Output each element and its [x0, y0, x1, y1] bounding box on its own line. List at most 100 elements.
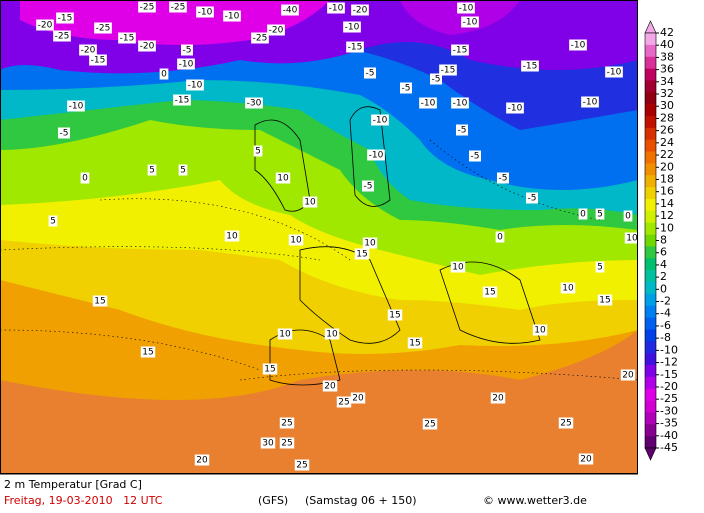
contour-label-text: 30 — [262, 439, 274, 449]
contour-label-box — [53, 30, 71, 42]
legend-label: -10 — [660, 343, 678, 356]
legend-swatch — [645, 151, 656, 164]
contour-label-text: -20 — [140, 42, 155, 52]
legend-label: 24 — [660, 136, 674, 149]
legend-label: 12 — [660, 209, 674, 222]
legend-label: 18 — [660, 172, 674, 185]
contour-label-box — [422, 418, 438, 430]
contour-label-box — [196, 6, 214, 18]
contour-label: 25 — [279, 417, 295, 429]
contour-label-box — [605, 66, 623, 78]
contour-label-box — [497, 172, 509, 184]
contour-label-box — [223, 10, 241, 22]
legend-label: 8 — [660, 234, 667, 247]
contour-label-box — [177, 58, 195, 70]
contour-label-text: 15 — [94, 297, 105, 307]
contour-label-text: -15 — [348, 43, 363, 53]
contour-label-text: -5 — [528, 194, 537, 204]
legend-label: -2 — [660, 295, 671, 308]
contour-label: 5 — [253, 145, 263, 157]
contour-label-box — [362, 180, 374, 192]
legend-label: 28 — [660, 111, 674, 124]
contour-label-text: -5 — [183, 46, 192, 56]
contour-label-box — [560, 282, 576, 294]
contour-label: -25 — [138, 1, 156, 13]
legend-swatch — [645, 44, 656, 58]
legend-swatch — [645, 175, 656, 188]
contour-label-text: 15 — [599, 296, 610, 306]
contour-label: 5 — [595, 261, 605, 273]
legend-label: 34 — [660, 75, 674, 88]
contour-label-text: 25 — [560, 419, 571, 429]
contour-label: -10 — [367, 149, 385, 161]
contour-label-text: -5 — [458, 126, 467, 136]
contour-label-box — [140, 346, 156, 358]
contour-label: 20 — [578, 453, 594, 465]
contour-label: 15 — [92, 295, 108, 307]
contour-label-box — [451, 44, 469, 56]
credit-label: © www.wetter3.de — [483, 494, 587, 507]
legend-label: -45 — [660, 441, 678, 454]
contour-label-box — [407, 337, 423, 349]
contour-label-box — [94, 22, 112, 34]
contour-label-text: -40 — [283, 6, 298, 16]
contour-label: 0 — [159, 68, 169, 80]
contour-label: -10 — [461, 16, 479, 28]
contour-label-text: -20 — [38, 21, 53, 31]
contour-label-text: -10 — [373, 116, 388, 126]
contour-label-box — [595, 208, 605, 220]
contour-label: 25 — [279, 437, 295, 449]
contour-label: 10 — [277, 328, 293, 340]
contour-label-text: -10 — [583, 98, 598, 108]
run-label: (Samstag 06 + 150) — [305, 494, 417, 507]
contour-label-text: -10 — [463, 18, 478, 28]
contour-label-text: 25 — [424, 420, 435, 430]
contour-label-box — [623, 210, 633, 222]
contour-label-text: -15 — [120, 34, 135, 44]
contour-label-box — [439, 64, 457, 76]
contour-label: -5 — [497, 172, 509, 184]
contour-label-text: -30 — [247, 99, 262, 109]
contour-label-text: 10 — [562, 284, 574, 294]
contour-label-box — [58, 127, 70, 139]
contour-label: 15 — [262, 363, 278, 375]
legend-label: -25 — [660, 392, 678, 405]
contour-label-box — [89, 54, 107, 66]
contour-label-text: -20 — [353, 6, 368, 16]
contour-label-box — [430, 73, 442, 85]
contour-label: -25 — [251, 32, 269, 44]
contour-label-box — [569, 39, 587, 51]
contour-label-text: 0 — [580, 210, 586, 220]
contour-label-box — [578, 208, 588, 220]
contour-label-box — [595, 261, 605, 273]
legend-swatch — [645, 412, 656, 425]
contour-label-text: -25 — [96, 24, 111, 34]
legend-label: -15 — [660, 368, 678, 381]
contour-label-box — [362, 237, 378, 249]
contour-label-text: -10 — [607, 68, 622, 78]
contour-label-text: -5 — [60, 129, 69, 139]
contour-label-box — [581, 96, 599, 108]
contour-label-text: -15 — [453, 46, 468, 56]
contour-label-text: 10 — [290, 236, 302, 246]
contour-label-text: -15 — [175, 96, 190, 106]
contour-label: -10 — [506, 102, 524, 114]
contour-label-box — [147, 164, 157, 176]
contour-label-box — [324, 328, 340, 340]
contour-label: -15 — [451, 44, 469, 56]
contour-label-box — [419, 97, 437, 109]
contour-label-box — [186, 79, 204, 91]
contour-label-text: -10 — [459, 4, 474, 14]
contour-label-text: -5 — [471, 152, 480, 162]
legend-arrow-bottom — [644, 447, 657, 461]
contour-label-text: -15 — [523, 62, 538, 72]
legend-label: -8 — [660, 331, 671, 344]
contour-label-text: 20 — [196, 456, 208, 466]
contour-label: 10 — [362, 237, 378, 249]
contour-label-text: -25 — [171, 3, 186, 13]
contour-label-box — [364, 67, 376, 79]
contour-label: -20 — [138, 40, 156, 52]
contour-label-text: 10 — [279, 330, 291, 340]
contour-label-box — [80, 172, 90, 184]
